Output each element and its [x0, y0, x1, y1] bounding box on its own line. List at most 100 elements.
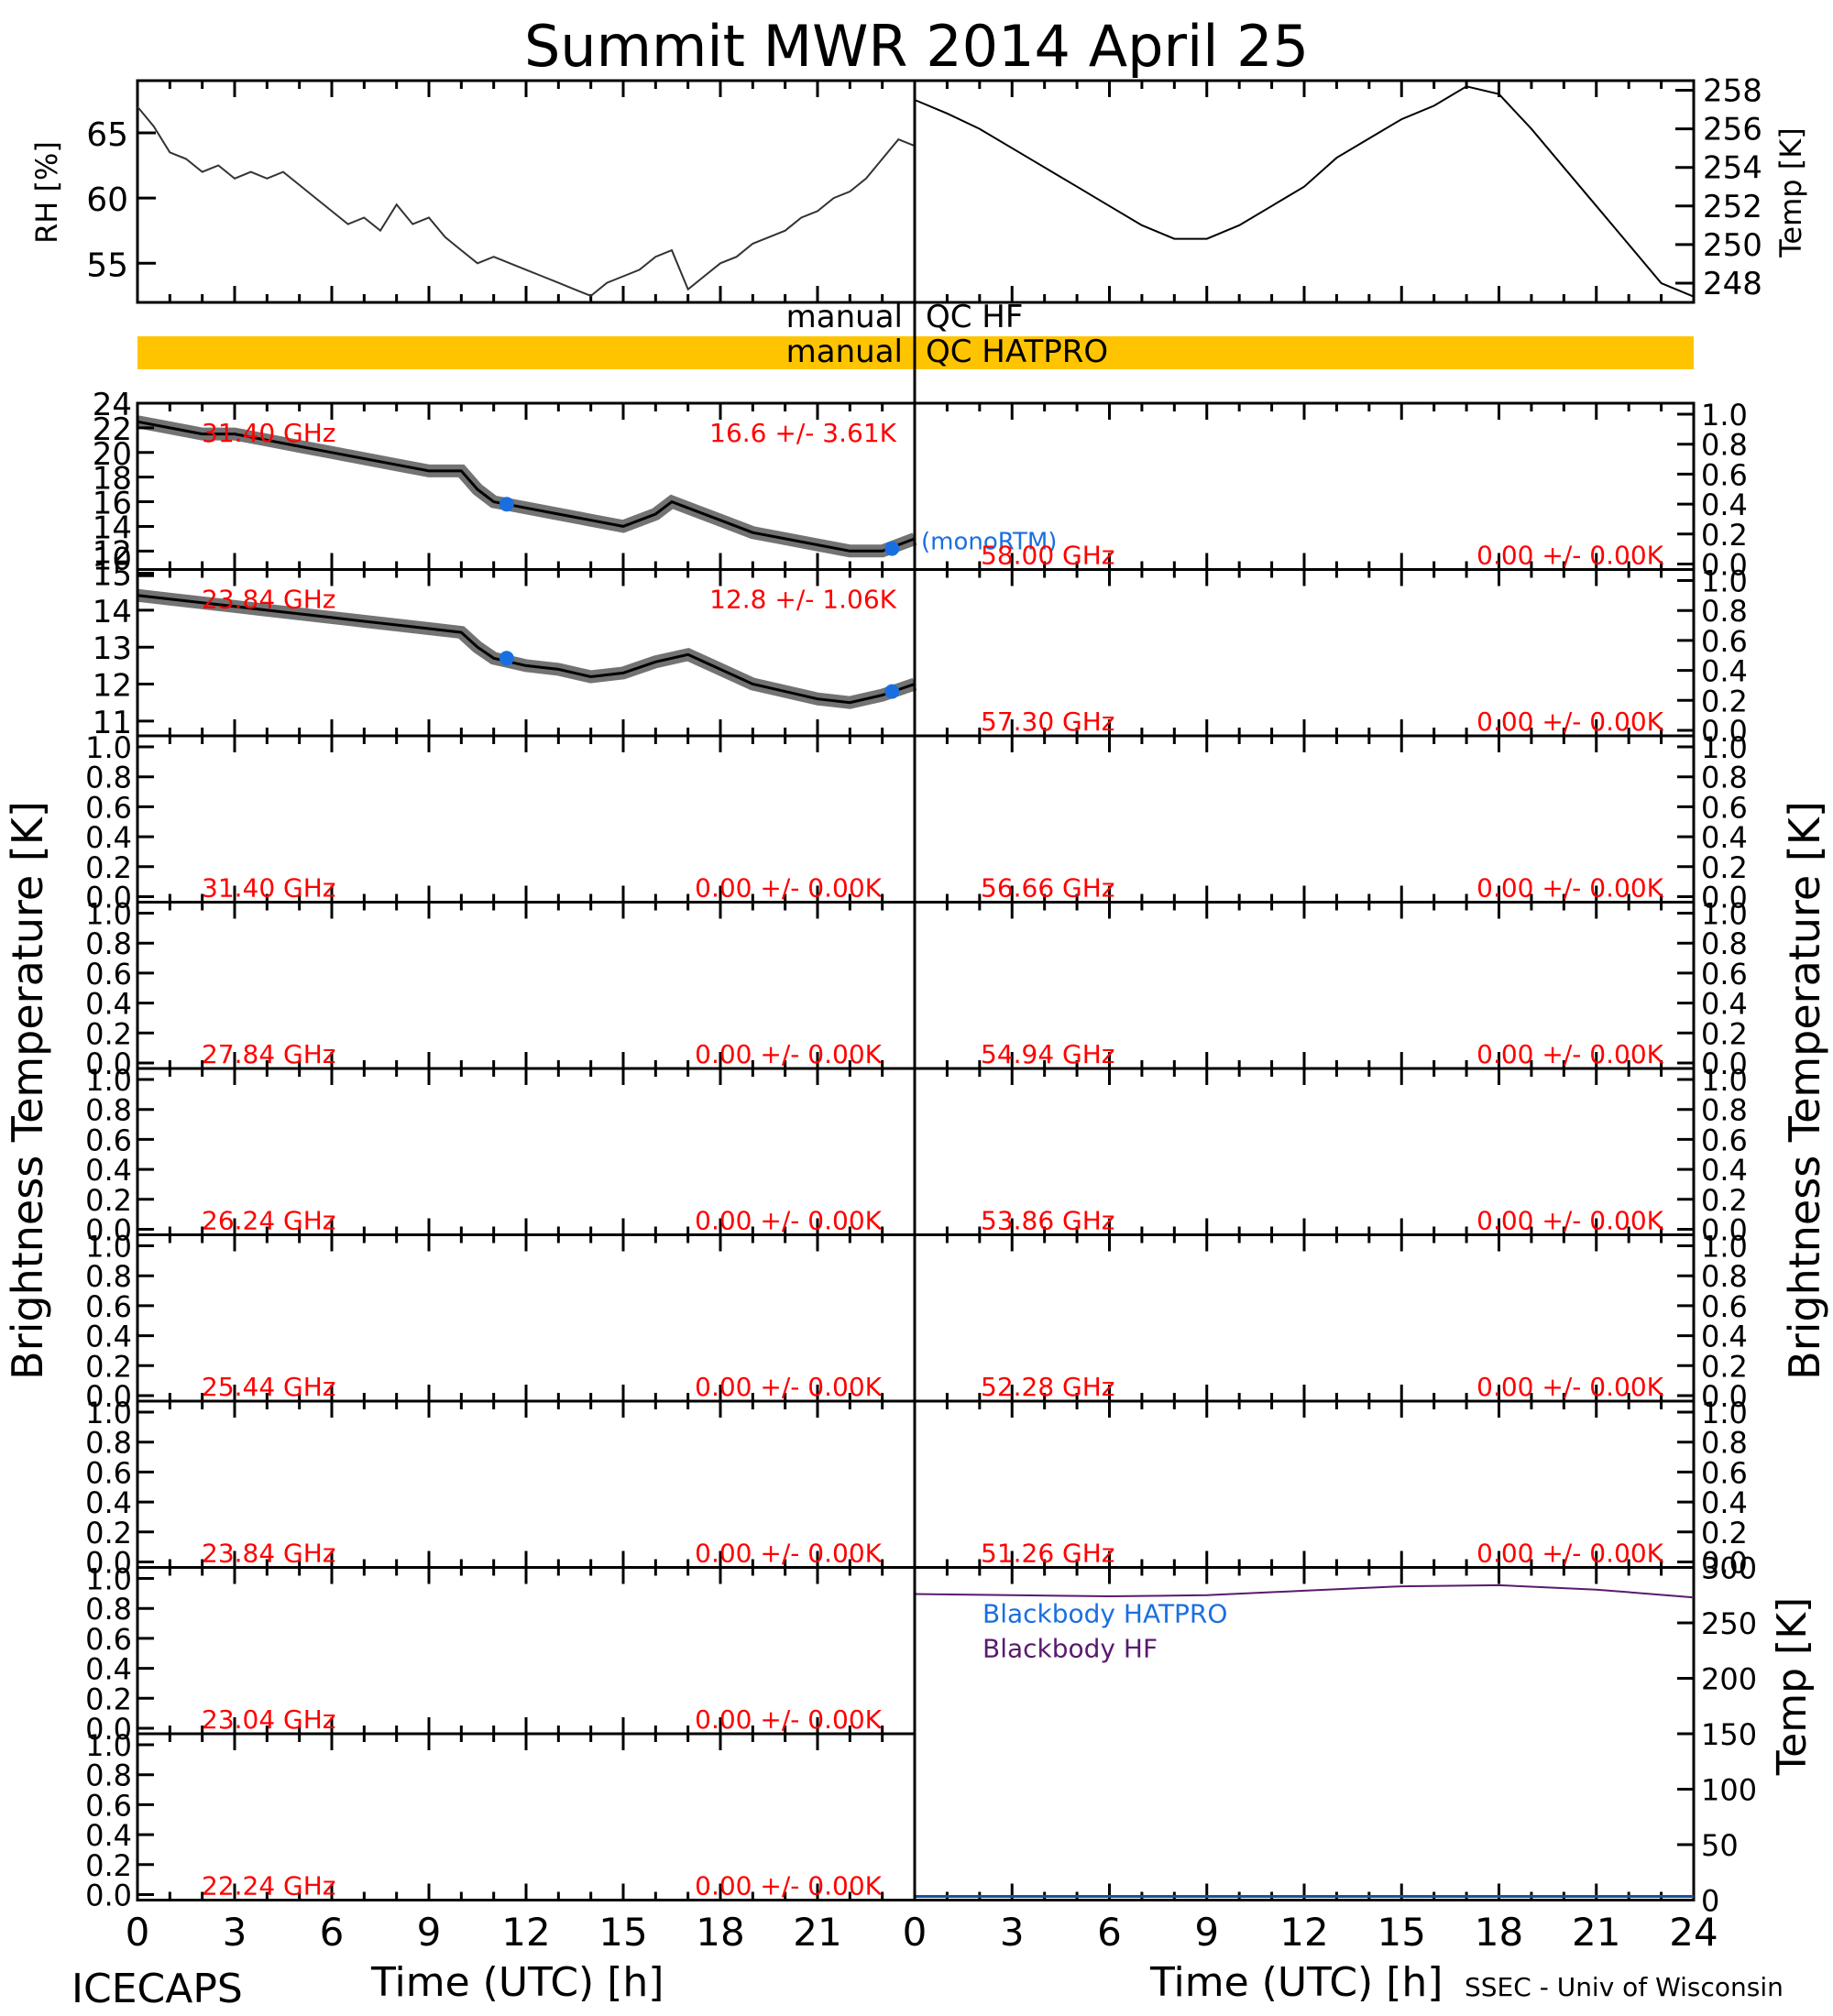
tb-tick-label: 0.8: [1701, 1426, 1748, 1461]
channel-label: 31.40 GHz: [202, 873, 336, 904]
bb-tick-label: 200: [1701, 1662, 1757, 1697]
tb-tick-label: 0.6: [85, 790, 132, 825]
tb-tick-label: 0.4: [85, 1485, 132, 1520]
tb-tick-label: 0.6: [1701, 1455, 1748, 1490]
channel-label: 23.84 GHz: [202, 1539, 336, 1569]
x-tick-label: 24: [1669, 1910, 1718, 1955]
channel-label: 31.40 GHz: [202, 418, 336, 448]
channel-stats: 0.00 +/- 0.00K: [695, 1871, 882, 1901]
tb-tick-label: 0.0: [85, 1546, 132, 1581]
x-tick-label: 12: [1279, 1910, 1328, 1955]
tb-tick-label: 1.0: [85, 1063, 132, 1098]
tb-tick-label: 12: [93, 534, 132, 571]
tb-tick-label: 0.4: [85, 987, 132, 1022]
tb-tick-label: 16: [93, 486, 132, 522]
rh-tick-label: 60: [86, 181, 128, 219]
tb-tick-label: 20: [93, 436, 132, 473]
temp-axis-label: Temp [K]: [1773, 127, 1808, 257]
x-tick-label: 9: [1194, 1910, 1219, 1955]
temp-tick-label: 252: [1703, 189, 1762, 225]
channel-stats: 0.00 +/- 0.00K: [695, 1039, 882, 1069]
tb-tick-label: 0.8: [1701, 761, 1748, 795]
tb-tick-label: 1.0: [85, 1230, 132, 1265]
bb-hf-line: [914, 1583, 1695, 1599]
qc-hf-label-left: manual: [786, 299, 903, 335]
x-tick-label: 0: [126, 1910, 150, 1955]
tb-tick-label: 0.2: [1701, 850, 1748, 885]
tb-tick-label: 0.2: [1701, 1516, 1748, 1550]
tb-tick-label: 0.8: [1701, 1259, 1748, 1294]
tb-tick-label: 10: [93, 542, 132, 578]
tb-tick-label: 0.2: [85, 1183, 132, 1218]
tb-tick-label: 11: [93, 705, 132, 741]
x-tick-label: 15: [1377, 1910, 1426, 1955]
x-tick-label: 6: [320, 1910, 345, 1955]
tb-tick-label: 0.8: [85, 1259, 132, 1294]
bb-tick-label: 100: [1701, 1773, 1757, 1808]
tb-tick-label: 0.8: [1701, 428, 1748, 463]
temp-tick-label: 258: [1703, 73, 1762, 110]
x-tick-label: 21: [793, 1910, 841, 1955]
channel-label: 23.84 GHz: [202, 585, 336, 615]
channel-stats: 0.00 +/- 0.00K: [695, 1372, 882, 1402]
tb-tick-label: 0.6: [1701, 1289, 1748, 1324]
tb-tick-label: 22: [93, 411, 132, 448]
x-tick-label: 3: [1000, 1910, 1025, 1955]
channel-stats: 12.8 +/- 1.06K: [709, 585, 896, 615]
tb-tick-label: 0.0: [85, 1046, 132, 1081]
channel-label: 58.00 GHz: [981, 541, 1115, 571]
tb-tick-label: 0.4: [85, 1320, 132, 1354]
channel-label: 23.04 GHz: [202, 1704, 336, 1735]
channel-stats: 0.00 +/- 0.00K: [695, 1206, 882, 1236]
tb-tick-label: 0.2: [85, 1848, 132, 1883]
channel-stats: 16.6 +/- 3.61K: [709, 418, 896, 448]
left-y-axis-label: Brightness Temperature [K]: [3, 801, 52, 1380]
tb-tick-label: 0.0: [1701, 1046, 1748, 1081]
tb-tick-label: 12: [93, 668, 132, 705]
x-tick-label: 12: [501, 1910, 550, 1955]
tb-tick-label: 0.0: [1701, 548, 1748, 583]
tb-tick-label: 14: [93, 594, 132, 630]
tb-tick-label: 1.0: [85, 1396, 132, 1430]
tb-tick-label: 1.0: [85, 897, 132, 932]
channel-label: 26.24 GHz: [202, 1206, 336, 1236]
tb-tick-label: 1.0: [1701, 730, 1748, 765]
rh-tick-label: 55: [86, 247, 128, 284]
tb-tick-label: 0.2: [85, 1516, 132, 1550]
tb-tick-label: 0.0: [1701, 1379, 1748, 1414]
tb-tick-label: 0.0: [1701, 1546, 1748, 1581]
channel-stats: 0.00 +/- 0.00K: [695, 1539, 882, 1569]
channel-label: 56.66 GHz: [981, 873, 1115, 904]
tb-tick-label: 0.0: [1701, 881, 1748, 915]
tb-tick-label: 0.8: [85, 1592, 132, 1627]
tb-tick-label: 0.4: [1701, 488, 1748, 522]
channel-label: 53.86 GHz: [981, 1206, 1115, 1236]
channel-label: 27.84 GHz: [202, 1039, 336, 1069]
tb-tick-label: 0.8: [85, 761, 132, 795]
channel-label: 25.44 GHz: [202, 1372, 336, 1402]
tb-tick-label: 0.2: [85, 1682, 132, 1716]
tb-tick-label: 1.0: [1701, 1230, 1748, 1265]
tb-tick-label: 1.0: [85, 730, 132, 765]
tb-tick-label: 0.2: [1701, 1349, 1748, 1384]
tb-tick-label: 0.4: [85, 820, 132, 855]
tb-tick-label: 0.4: [85, 1818, 132, 1853]
tb-tick-label: 0.2: [85, 1349, 132, 1384]
tb-tick-label: 0.4: [85, 1153, 132, 1188]
channel-stats: 0.00 +/- 0.00K: [695, 1704, 882, 1735]
tb-tick-label: 1.0: [1701, 1063, 1748, 1098]
tb-tick-label: 0.6: [85, 1788, 132, 1823]
tb-tick-label: 13: [93, 630, 132, 667]
tb-tick-label: 0.8: [1701, 926, 1748, 961]
channel-label: 54.94 GHz: [981, 1039, 1115, 1069]
tb-tick-label: 0.6: [85, 1123, 132, 1157]
channel-stats: 0.00 +/- 0.00K: [1476, 707, 1663, 737]
tb-tick-label: 0.8: [85, 1093, 132, 1128]
right-y-axis-label: Brightness Temperature [K]: [1780, 801, 1829, 1380]
tb-tick-label: 0.6: [85, 957, 132, 992]
sonde-point: [499, 497, 514, 512]
tb-tick-label: 0.2: [1701, 684, 1748, 718]
x-tick-label: 0: [903, 1910, 927, 1955]
tb-tick-label: 0.4: [1701, 1485, 1748, 1520]
bb-tick-label: 150: [1701, 1717, 1757, 1752]
